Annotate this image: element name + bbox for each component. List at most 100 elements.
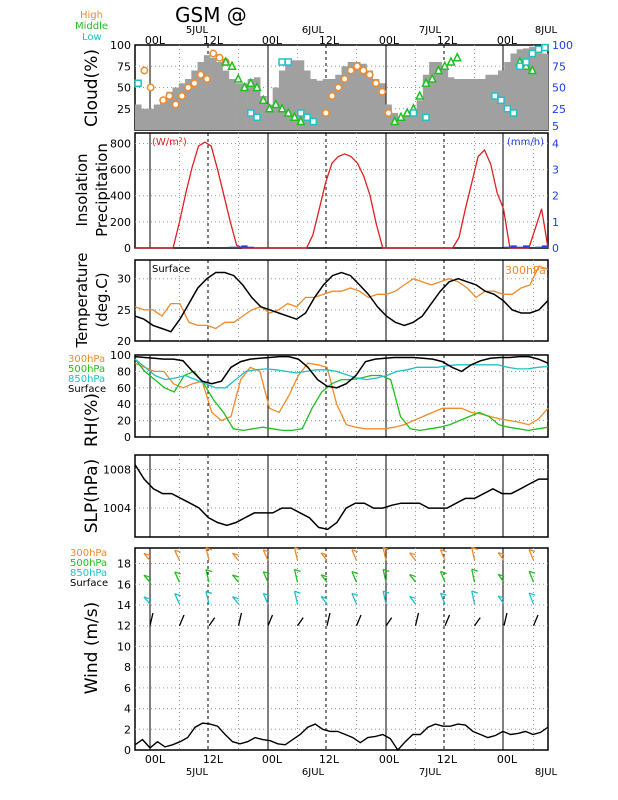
cloud-total-bar: [347, 62, 355, 130]
cloud-total-bar: [172, 87, 180, 130]
y-tick-label-right: 2: [552, 190, 559, 203]
wind-barb-surface: [473, 617, 481, 627]
cloud-high-point: [334, 83, 343, 92]
y-tick-label: 20: [117, 415, 131, 428]
cloud-total-bar: [416, 100, 424, 130]
y-tick-label: 50: [117, 82, 131, 95]
wind-barb-500: [351, 571, 358, 583]
cloud-total-bar: [541, 53, 549, 130]
wind-barb-500: [409, 574, 417, 583]
cloud-middle-point: [227, 60, 237, 70]
cloud-total-bar: [479, 79, 486, 130]
cloud-high-point: [209, 49, 218, 58]
y-tick-label: 4: [124, 703, 131, 716]
cloud-total-bar: [210, 57, 217, 130]
wind-barb-850-flag: [440, 592, 447, 596]
wind-barb-500: [382, 569, 387, 583]
wind-barb-300: [439, 549, 446, 561]
wind-barb-500-flag: [263, 571, 270, 575]
wind-barb-500-flag: [320, 574, 328, 578]
wind-barb-300-flag: [440, 549, 447, 553]
y-tick-label-right: 25: [552, 103, 566, 116]
wind-barb-500: [497, 573, 505, 583]
cloud-total-bar: [510, 53, 518, 130]
cloud-total-bar: [316, 80, 324, 130]
cloud-total-bar: [404, 113, 411, 130]
cloud-low-point: [247, 109, 255, 117]
y-tick-label-right: 5: [552, 120, 559, 133]
y-tick-label-right: 3: [552, 164, 559, 177]
wind-barb-500: [439, 571, 446, 583]
bottom-date-label: 6JUL: [302, 767, 325, 778]
cloud-middle-point: [296, 115, 306, 126]
cloud-total-bar: [422, 74, 430, 130]
wind-barb-850-flag: [471, 590, 478, 594]
cloud-total-bar: [285, 62, 292, 130]
rh-surface-line: [134, 355, 549, 389]
cloud-high-point: [321, 109, 330, 117]
cloud-total-bar: [485, 74, 492, 130]
y-tick-label: 0: [124, 242, 131, 255]
rh-300hpa-line: [134, 362, 549, 430]
wind-barb-850-flag: [294, 590, 301, 594]
wind-legend-surface: Surface: [70, 578, 108, 589]
wind-barb-500: [471, 569, 476, 583]
panel-frame: [134, 354, 549, 438]
cloud-total-bar: [341, 66, 349, 130]
wind-barb-surface: [444, 614, 451, 626]
wind-legend-850: 850hPa: [70, 568, 107, 579]
cloud-middle-point: [271, 98, 281, 109]
wind-barb-surface: [503, 612, 508, 626]
cloud-total-bar: [241, 83, 248, 130]
cloud-middle-point: [252, 81, 262, 92]
y-tick-label: 25: [117, 304, 131, 317]
top-hour-label: 12L: [203, 34, 224, 47]
wind-barb-300-flag: [205, 547, 213, 551]
top-hour-label: 00L: [145, 34, 166, 47]
cloud-total-bar: [253, 77, 261, 130]
cloud-total-bar: [504, 62, 511, 130]
cloud-total-bar: [228, 79, 236, 130]
precip-bar: [235, 246, 242, 248]
y-tick-label-right: 1: [552, 216, 559, 229]
y-axis-label: Precipitation: [93, 143, 111, 237]
cloud-total-bar: [160, 100, 167, 130]
cloud-total-bar: [291, 60, 298, 130]
wind-barb-500: [528, 571, 535, 583]
wind-barb-500: [232, 574, 239, 583]
cloud-total-bar: [522, 48, 530, 130]
y-axis-title: RH(%): [82, 393, 102, 447]
cloud-high-point: [353, 62, 362, 71]
legend-low: Low: [82, 32, 102, 43]
cloud-total-bar: [222, 70, 230, 130]
wind-barb-300: [205, 547, 210, 561]
wind-barb-500-flag: [143, 574, 151, 578]
y-tick-label: 600: [110, 164, 131, 177]
cloud-total-bar: [366, 70, 374, 130]
wind-barb-850-flag: [232, 596, 239, 600]
precip-bar: [516, 246, 523, 248]
wind-barb-500-flag: [232, 574, 239, 578]
cloud-low-point: [297, 109, 305, 117]
cloud-total-bar: [178, 83, 186, 130]
cloud-low-point: [253, 113, 261, 121]
wind-barb-850: [497, 595, 505, 605]
legend-high: High: [80, 10, 103, 21]
y-axis-label: Insolation: [73, 153, 91, 226]
cloud-low-point: [541, 43, 549, 52]
cloud-total-bar: [454, 79, 461, 130]
wind-barb-500-flag: [351, 571, 359, 575]
top-hour-label: 00L: [497, 34, 518, 47]
cloud-middle-point: [452, 52, 462, 62]
y-tick-label: 16: [117, 578, 131, 591]
cloud-total-bar: [135, 104, 142, 130]
wind-barb-300-flag: [232, 552, 239, 556]
wind-barb-surface: [326, 612, 331, 626]
wind-barb-500-flag: [205, 568, 213, 573]
wind-barb-300-flag: [320, 552, 328, 556]
cloud-high-point: [371, 79, 380, 88]
y-axis-title: Temperature (deg.C): [73, 252, 111, 348]
temp-surface-line: [134, 271, 549, 333]
wind-barb-850-flag: [351, 592, 359, 596]
wind-barb-300: [232, 552, 239, 561]
